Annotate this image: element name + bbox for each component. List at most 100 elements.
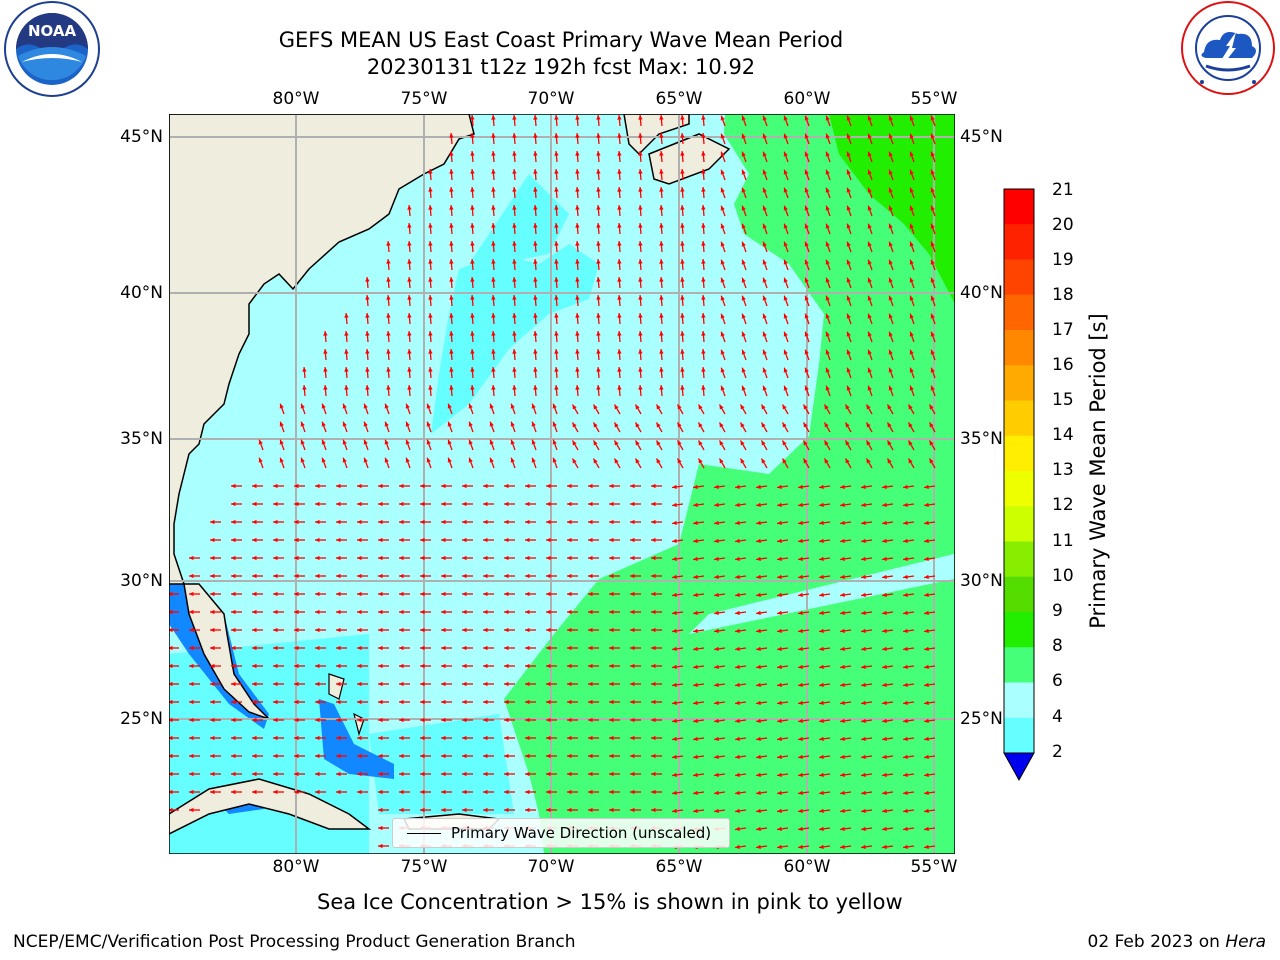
direction-arrow-head	[740, 458, 745, 464]
direction-arrow-head	[189, 591, 194, 597]
direction-arrow-head	[546, 753, 551, 759]
direction-arrow-head	[659, 313, 664, 318]
direction-arrow-head	[231, 663, 236, 669]
direction-arrow-head	[638, 223, 643, 228]
direction-arrow-head	[609, 645, 614, 651]
direction-arrow-head	[512, 313, 517, 318]
direction-arrow-head	[169, 645, 173, 651]
direction-arrow-head	[378, 573, 383, 579]
direction-arrow-head	[252, 753, 257, 759]
direction-arrow-head	[273, 681, 278, 687]
colorbar-band	[1004, 259, 1034, 296]
direction-arrow-head	[819, 754, 824, 760]
direction-arrow-head	[659, 115, 664, 120]
direction-arrow-head	[761, 422, 766, 428]
direction-arrow-head	[420, 627, 425, 633]
direction-arrow-head	[825, 349, 830, 355]
direction-arrow-head	[609, 501, 614, 507]
direction-arrow-head	[189, 789, 194, 795]
direction-arrow-head	[470, 151, 475, 156]
direction-arrow-head	[693, 700, 698, 706]
direction-arrow-head	[720, 259, 725, 265]
direction-arrow-head	[567, 681, 572, 687]
direction-arrow-head	[804, 241, 809, 247]
direction-arrow-head	[504, 501, 509, 507]
direction-arrow-head	[449, 259, 454, 264]
direction-arrow-head	[378, 591, 383, 597]
direction-arrow-head	[672, 790, 677, 796]
direction-arrow-head	[903, 736, 908, 742]
direction-arrow-head	[882, 844, 887, 850]
direction-arrow-head	[596, 313, 601, 318]
direction-arrow-head	[798, 808, 803, 814]
direction-arrow-head	[273, 537, 278, 543]
direction-arrow-head	[512, 385, 517, 390]
direction-arrow-head	[672, 682, 677, 688]
direction-arrow-head	[617, 277, 622, 282]
direction-arrow-head	[572, 404, 577, 410]
direction-arrow-head	[449, 349, 454, 354]
direction-arrow-head	[273, 519, 278, 525]
direction-arrow-head	[798, 664, 803, 670]
direction-arrow-head	[735, 502, 740, 508]
direction-arrow-head	[294, 519, 299, 525]
direction-arrow-head	[798, 538, 803, 544]
direction-arrow-head	[651, 519, 656, 525]
direction-arrow-head	[449, 241, 454, 246]
direction-arrow-head	[735, 682, 740, 688]
direction-arrow-head	[449, 205, 454, 210]
direction-arrow-head	[930, 223, 935, 229]
direction-arrow-head	[867, 223, 872, 229]
direction-arrow-head	[189, 555, 194, 561]
direction-arrow-head	[777, 646, 782, 652]
direction-arrow-head	[840, 574, 845, 580]
direction-arrow-head	[470, 295, 475, 300]
direction-arrow-head	[861, 484, 866, 490]
lon-tick-top-70w: 70°W	[527, 89, 575, 109]
direction-arrow-head	[804, 223, 809, 229]
direction-arrow-head	[719, 440, 724, 446]
direction-arrow-head	[504, 663, 509, 669]
direction-arrow-head	[882, 826, 887, 832]
direction-arrow-head	[336, 771, 341, 777]
direction-arrow-head	[777, 484, 782, 490]
direction-arrow-head	[803, 404, 808, 410]
direction-arrow-head	[840, 538, 845, 544]
direction-arrow-head	[840, 736, 845, 742]
direction-arrow-head	[659, 133, 664, 138]
direction-arrow-head	[672, 664, 677, 670]
direction-arrow-head	[630, 519, 635, 525]
direction-arrow-head	[554, 331, 559, 336]
cb-tick-13: 13	[1052, 460, 1074, 480]
direction-arrow-head	[252, 501, 257, 507]
direction-arrow-head	[825, 115, 830, 121]
direction-arrow-head	[294, 573, 299, 579]
lat-tick-right-30n: 30°N	[960, 571, 1003, 591]
direction-arrow-head	[680, 295, 685, 300]
direction-arrow-head	[638, 295, 643, 300]
direction-arrow-head	[888, 205, 893, 211]
colorbar-band	[1004, 224, 1034, 260]
direction-arrow-head	[680, 187, 685, 192]
direction-arrow-head	[525, 699, 530, 705]
direction-arrow-head	[888, 367, 893, 373]
direction-arrow-head	[930, 133, 935, 139]
direction-arrow-head	[407, 367, 412, 372]
direction-arrow-head	[659, 151, 664, 156]
direction-arrow-head	[635, 440, 640, 446]
direction-arrow-head	[470, 223, 475, 228]
direction-arrow-head	[777, 610, 782, 616]
direction-arrow-head	[504, 771, 509, 777]
direction-arrow-head	[846, 277, 851, 283]
direction-arrow-head	[533, 115, 538, 120]
direction-arrow-head	[279, 403, 284, 409]
lon-tick-bottom-70w: 70°W	[527, 857, 575, 877]
direction-arrow-head	[866, 422, 871, 428]
direction-arrow-head	[441, 807, 446, 813]
direction-arrow-head	[659, 349, 664, 354]
direction-arrow-head	[210, 573, 215, 579]
direction-arrow-head	[882, 628, 887, 634]
direction-arrow-head	[323, 385, 328, 390]
direction-arrow-head	[680, 349, 685, 354]
direction-arrow-head	[504, 753, 509, 759]
